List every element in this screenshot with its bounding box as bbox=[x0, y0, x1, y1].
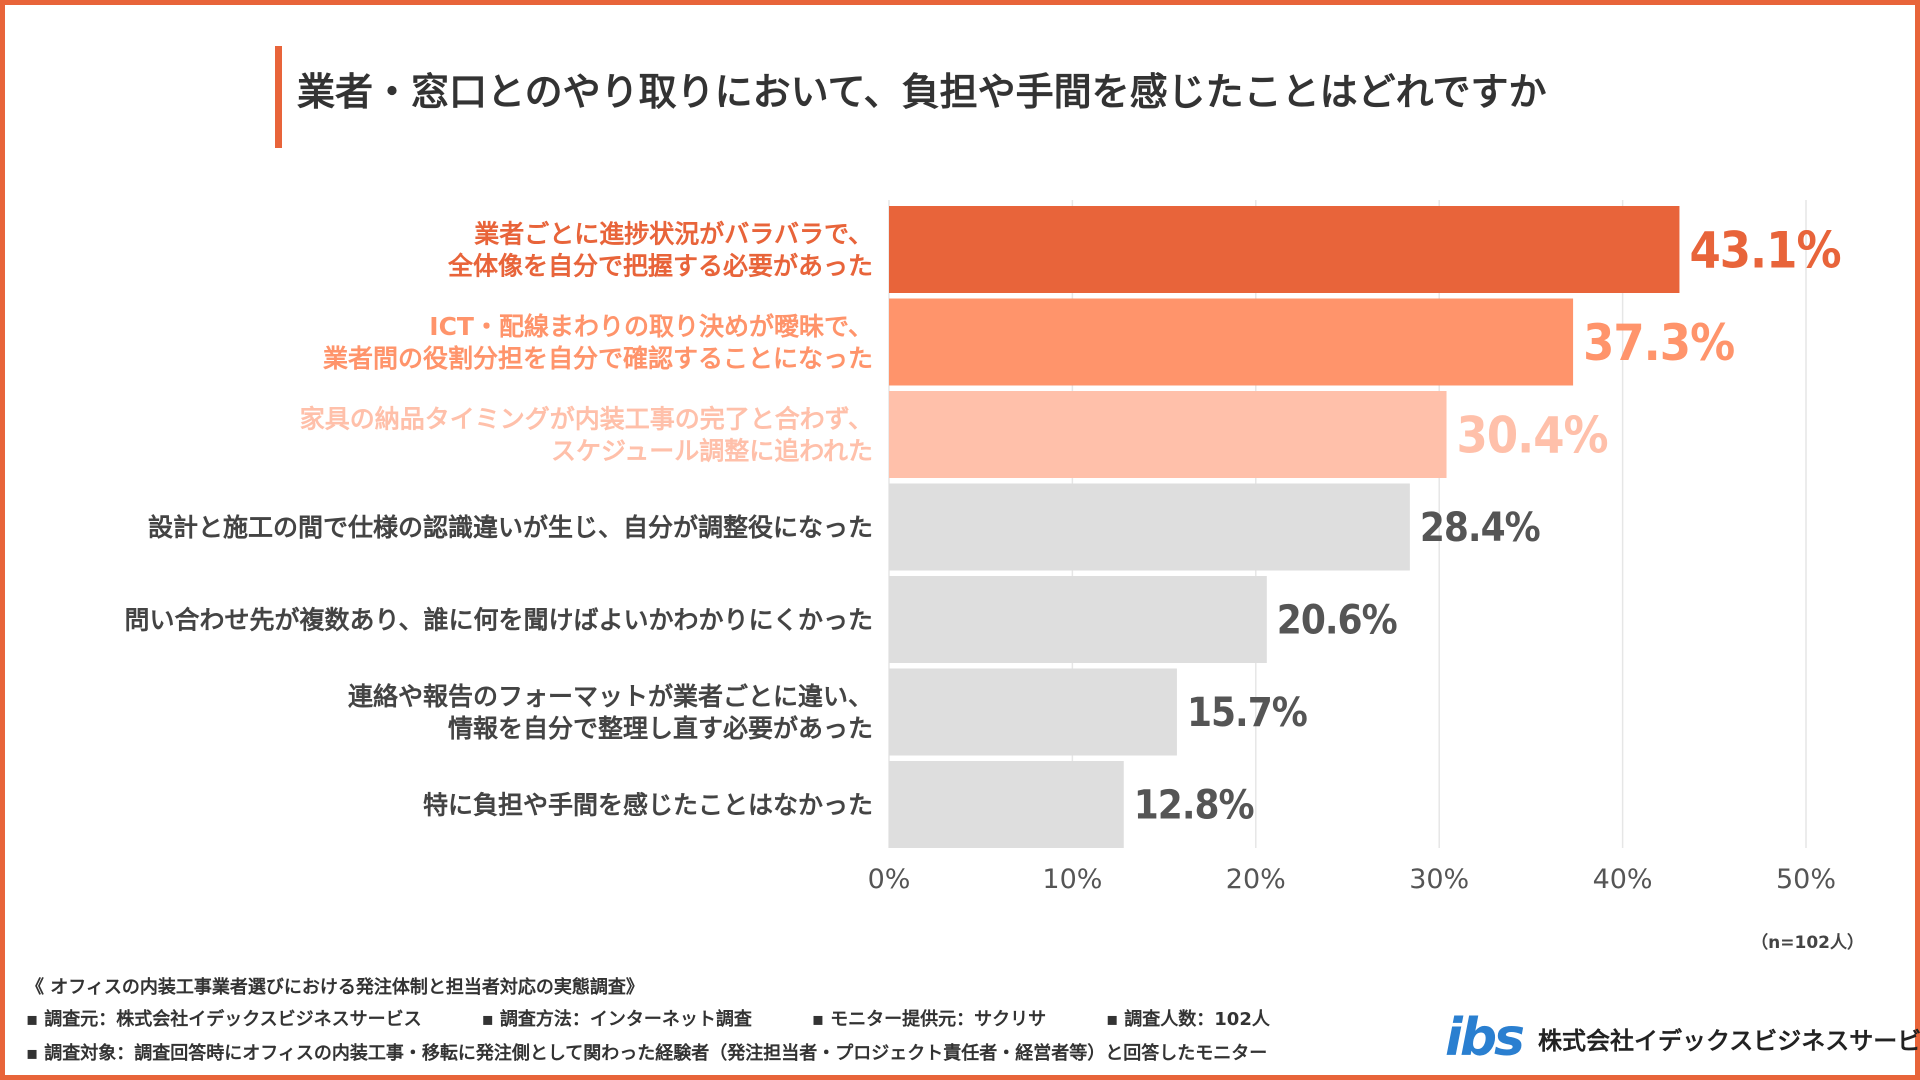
value-label-5: 20.6% bbox=[1277, 598, 1397, 644]
footer-source: 調査元：株式会社イデックスビジネスサービス bbox=[26, 1003, 421, 1037]
x-tick-label-50: 50% bbox=[1776, 864, 1836, 895]
value-label-7: 12.8% bbox=[1134, 783, 1254, 829]
category-label-3-line-2: スケジュール調整に追われた bbox=[551, 437, 873, 466]
x-tick-label-10: 10% bbox=[1042, 864, 1102, 895]
bar-3 bbox=[889, 391, 1447, 478]
footer: 《 オフィスの内装工事業者選びにおける発注体制と担当者対応の実態調査》 調査元：… bbox=[26, 973, 1426, 1071]
footer-row-1: 調査元：株式会社イデックスビジネスサービス 調査方法：インターネット調査 モニタ… bbox=[26, 1003, 1426, 1037]
category-label-7-line-1: 特に負担や手間を感じたことはなかった bbox=[423, 791, 873, 820]
bar-4 bbox=[889, 483, 1410, 571]
ibs-logo-mark: ibs bbox=[1445, 1008, 1525, 1068]
value-label-6: 15.7% bbox=[1187, 690, 1307, 736]
category-label-3-line-1: 家具の納品タイミングが内装工事の完了と合わず、 bbox=[300, 405, 873, 434]
x-tick-label-0: 0% bbox=[868, 864, 911, 895]
x-tick-label-30: 30% bbox=[1409, 864, 1469, 895]
category-label-1-line-2: 全体像を自分で把握する必要があった bbox=[447, 252, 873, 281]
bar-2 bbox=[889, 298, 1574, 386]
bar-1 bbox=[889, 206, 1680, 293]
footer-method: 調査方法：インターネット調査 bbox=[482, 1003, 752, 1037]
bar-6 bbox=[889, 668, 1177, 756]
value-label-2: 37.3% bbox=[1583, 314, 1734, 372]
bar-chart: 43.1% 業者ごとに進捗状況がバラバラで、全体像を自分で把握する必要があった 37… bbox=[124, 200, 1842, 895]
category-label-6-line-2: 情報を自分で整理し直す必要があった bbox=[448, 714, 873, 743]
x-tick-label-40: 40% bbox=[1593, 864, 1653, 895]
category-label-2-line-2: 業者間の役割分担を自分で確認することになった bbox=[323, 344, 873, 373]
category-label-2-line-1: ICT・配線まわりの取り決めが曖昧で、 bbox=[429, 312, 873, 341]
value-label-3: 30.4% bbox=[1457, 407, 1608, 465]
value-label-1: 43.1% bbox=[1689, 222, 1840, 280]
company-logo: ibs 株式会社イデックスビジネスサービス bbox=[1445, 1008, 1920, 1068]
value-label-4: 28.4% bbox=[1420, 505, 1540, 551]
bar-5 bbox=[889, 576, 1267, 663]
category-label-6-line-1: 連絡や報告のフォーマットが業者ごとに違い、 bbox=[348, 682, 873, 711]
x-tick-label-20: 20% bbox=[1226, 864, 1286, 895]
footer-row-2: 調査対象：調査回答時にオフィスの内装工事・移転に発注側として関わった経験者（発注… bbox=[26, 1037, 1426, 1071]
category-label-1-line-1: 業者ごとに進捗状況がバラバラで、 bbox=[474, 220, 873, 249]
sample-size-note: （n=102人） bbox=[1751, 933, 1864, 953]
footer-monitor: モニター提供元：サクリサ bbox=[812, 1003, 1046, 1037]
company-name: 株式会社イデックスビジネスサービス bbox=[1538, 1026, 1920, 1055]
category-label-4-line-1: 設計と施工の間で仕様の認識違いが生じ、自分が調整役になった bbox=[148, 513, 873, 542]
footer-target: 調査対象：調査回答時にオフィスの内装工事・移転に発注側として関わった経験者（発注… bbox=[26, 1037, 1267, 1071]
survey-title: 《 オフィスの内装工事業者選びにおける発注体制と担当者対応の実態調査》 bbox=[26, 977, 644, 998]
title-accent-bar bbox=[275, 46, 282, 148]
bar-7 bbox=[889, 761, 1124, 848]
footer-count: 調査人数：102人 bbox=[1106, 1003, 1270, 1037]
chart-title: 業者・窓口とのやり取りにおいて、負担や手間を感じたことはどれですか bbox=[297, 70, 1547, 114]
category-label-5-line-1: 問い合わせ先が複数あり、誰に何を聞けばよいかわかりにくかった bbox=[124, 606, 873, 635]
